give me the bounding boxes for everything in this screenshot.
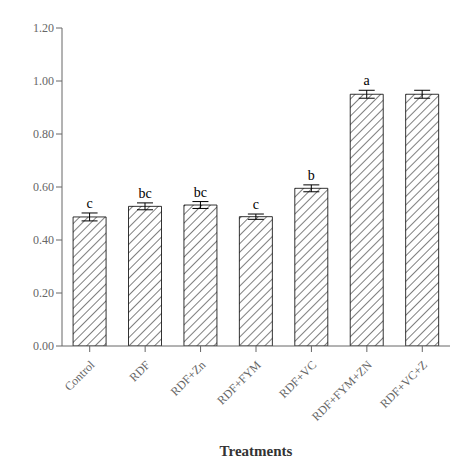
svg-text:RDF+FYM+ZN: RDF+FYM+ZN [309, 358, 375, 424]
svg-text:b: b [308, 168, 315, 183]
svg-text:RDF+FYM: RDF+FYM [214, 358, 264, 408]
svg-text:bc: bc [138, 186, 151, 201]
svg-text:bc: bc [194, 185, 207, 200]
svg-text:0.40: 0.40 [33, 233, 54, 247]
svg-text:0.80: 0.80 [33, 127, 54, 141]
svg-text:c: c [86, 196, 92, 211]
svg-text:Treatments: Treatments [220, 443, 293, 459]
svg-text:1.00: 1.00 [33, 74, 54, 88]
svg-text:0.20: 0.20 [33, 286, 54, 300]
svg-text:1.20: 1.20 [33, 21, 54, 35]
svg-text:RDF+Zn: RDF+Zn [168, 358, 209, 399]
svg-text:Control: Control [62, 357, 98, 393]
svg-text:RDF+VC+Z: RDF+VC+Z [377, 358, 430, 411]
svg-text:RDF: RDF [127, 358, 154, 385]
svg-text:0.00: 0.00 [33, 339, 54, 353]
svg-text:RDF+VC: RDF+VC [276, 358, 319, 401]
svg-text:c: c [253, 197, 259, 212]
svg-text:0.60: 0.60 [33, 180, 54, 194]
svg-text:a: a [364, 73, 371, 88]
